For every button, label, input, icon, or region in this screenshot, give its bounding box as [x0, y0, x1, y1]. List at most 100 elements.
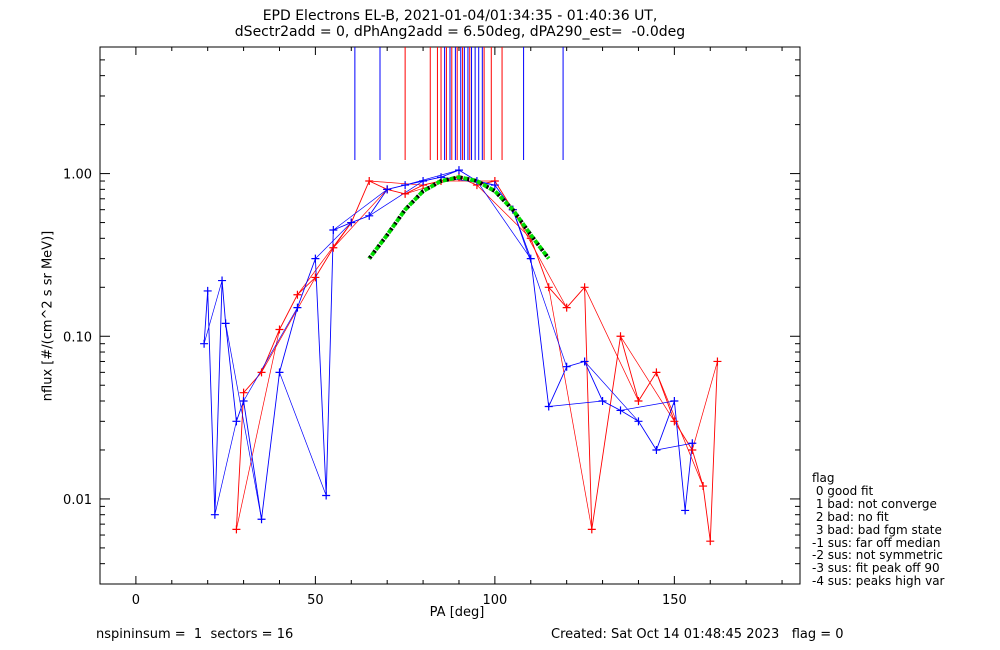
x-tick-label: 0 — [132, 593, 140, 608]
data-point — [401, 181, 410, 190]
series-line — [333, 189, 388, 248]
data-point — [257, 515, 266, 524]
series-line — [315, 222, 352, 259]
y-tick-label: 0.01 — [63, 493, 92, 508]
series-line — [279, 372, 327, 496]
legend-title: flag — [812, 471, 835, 485]
y-axis-label: nflux [#/(cm^2 s sr MeV)] — [40, 230, 56, 402]
data-point — [706, 537, 715, 546]
legend-item: 2 bad: no fit — [812, 509, 889, 524]
data-point — [210, 510, 219, 519]
flag-legend: flag 0 good fit 1 bad: not converge 2 ba… — [812, 472, 944, 588]
series-line — [333, 189, 388, 231]
data-point — [218, 276, 227, 285]
fit-curve — [367, 175, 551, 260]
series-line — [656, 372, 704, 487]
fit-curve-green — [367, 175, 551, 260]
series-line — [512, 209, 567, 367]
chart-subtitle: dSectr2add = 0, dPhAng2add = 6.50deg, dP… — [234, 24, 686, 40]
data-point — [616, 406, 625, 415]
data-point — [562, 362, 571, 371]
series-line — [203, 280, 223, 344]
series-line — [214, 421, 237, 515]
data-point — [311, 273, 320, 282]
series-line — [476, 180, 532, 259]
series-lines — [203, 169, 718, 542]
data-point — [419, 177, 428, 186]
data-point — [670, 396, 679, 405]
data-point — [688, 445, 697, 454]
data-point — [329, 243, 338, 252]
data-point — [203, 286, 212, 295]
data-point — [616, 332, 625, 341]
data-point — [580, 357, 589, 366]
series-line — [369, 180, 424, 217]
legend-item: 1 bad: not converge — [812, 496, 937, 511]
data-point — [544, 283, 553, 292]
y-tick-label: 0.10 — [63, 330, 92, 345]
legend-item: -3 sus: fit peak off 90 — [812, 561, 940, 576]
series-line — [691, 361, 718, 451]
data-point — [293, 303, 302, 312]
data-point — [221, 319, 230, 328]
series-line — [236, 329, 280, 530]
data-point — [652, 445, 661, 454]
y-tick-label: 1.00 — [63, 168, 92, 183]
series-line — [297, 222, 352, 295]
data-point — [587, 525, 596, 534]
data-point — [634, 417, 643, 426]
data-point — [365, 177, 374, 186]
series-line — [369, 180, 424, 186]
legend-item: -1 sus: far off median — [812, 535, 941, 550]
data-point — [275, 368, 284, 377]
legend-item: 3 bad: bad fgm state — [812, 522, 942, 537]
series-line — [620, 400, 675, 411]
series-line — [225, 323, 262, 520]
data-point — [598, 396, 607, 405]
data-point — [311, 254, 320, 263]
x-tick-label: 50 — [307, 593, 324, 608]
data-point — [401, 189, 410, 198]
series-line — [235, 176, 718, 542]
data-point — [688, 439, 697, 448]
data-point — [365, 211, 374, 220]
series-line — [243, 307, 298, 402]
series-line — [584, 287, 639, 402]
series-line — [548, 287, 593, 530]
data-point — [562, 303, 571, 312]
data-point — [580, 283, 589, 292]
data-point — [322, 491, 331, 500]
data-point — [490, 181, 499, 190]
series-line — [203, 169, 693, 520]
data-point — [681, 506, 690, 515]
data-point — [257, 368, 266, 377]
vertical-markers — [354, 47, 564, 160]
data-point — [713, 357, 722, 366]
series-line — [584, 361, 639, 422]
chart-title: EPD Electrons EL-B, 2021-01-04/01:34:35 … — [262, 8, 658, 24]
series-line — [405, 169, 460, 186]
data-point — [670, 417, 679, 426]
data-point — [275, 325, 284, 334]
data-point — [652, 368, 661, 377]
series-line — [261, 277, 316, 373]
series-line — [620, 336, 675, 422]
x-tick-label: 150 — [662, 593, 687, 608]
data-point — [526, 254, 535, 263]
data-point — [454, 166, 463, 175]
legend-item: -2 sus: not symmetric — [812, 548, 943, 563]
data-point — [200, 339, 209, 348]
data-point — [232, 417, 241, 426]
data-point — [232, 525, 241, 534]
data-point — [293, 290, 302, 299]
data-point — [239, 396, 248, 405]
series-line — [512, 209, 567, 308]
x-axis-label: PA [deg] — [429, 605, 485, 620]
data-point — [239, 388, 248, 397]
x-tick-label: 100 — [482, 593, 507, 608]
footer-sector-info: nspininsum = 1 sectors = 16 — [96, 627, 294, 642]
data-point — [329, 226, 338, 235]
series-points — [200, 166, 722, 546]
legend-item: -4 sus: peaks high var — [812, 574, 945, 589]
